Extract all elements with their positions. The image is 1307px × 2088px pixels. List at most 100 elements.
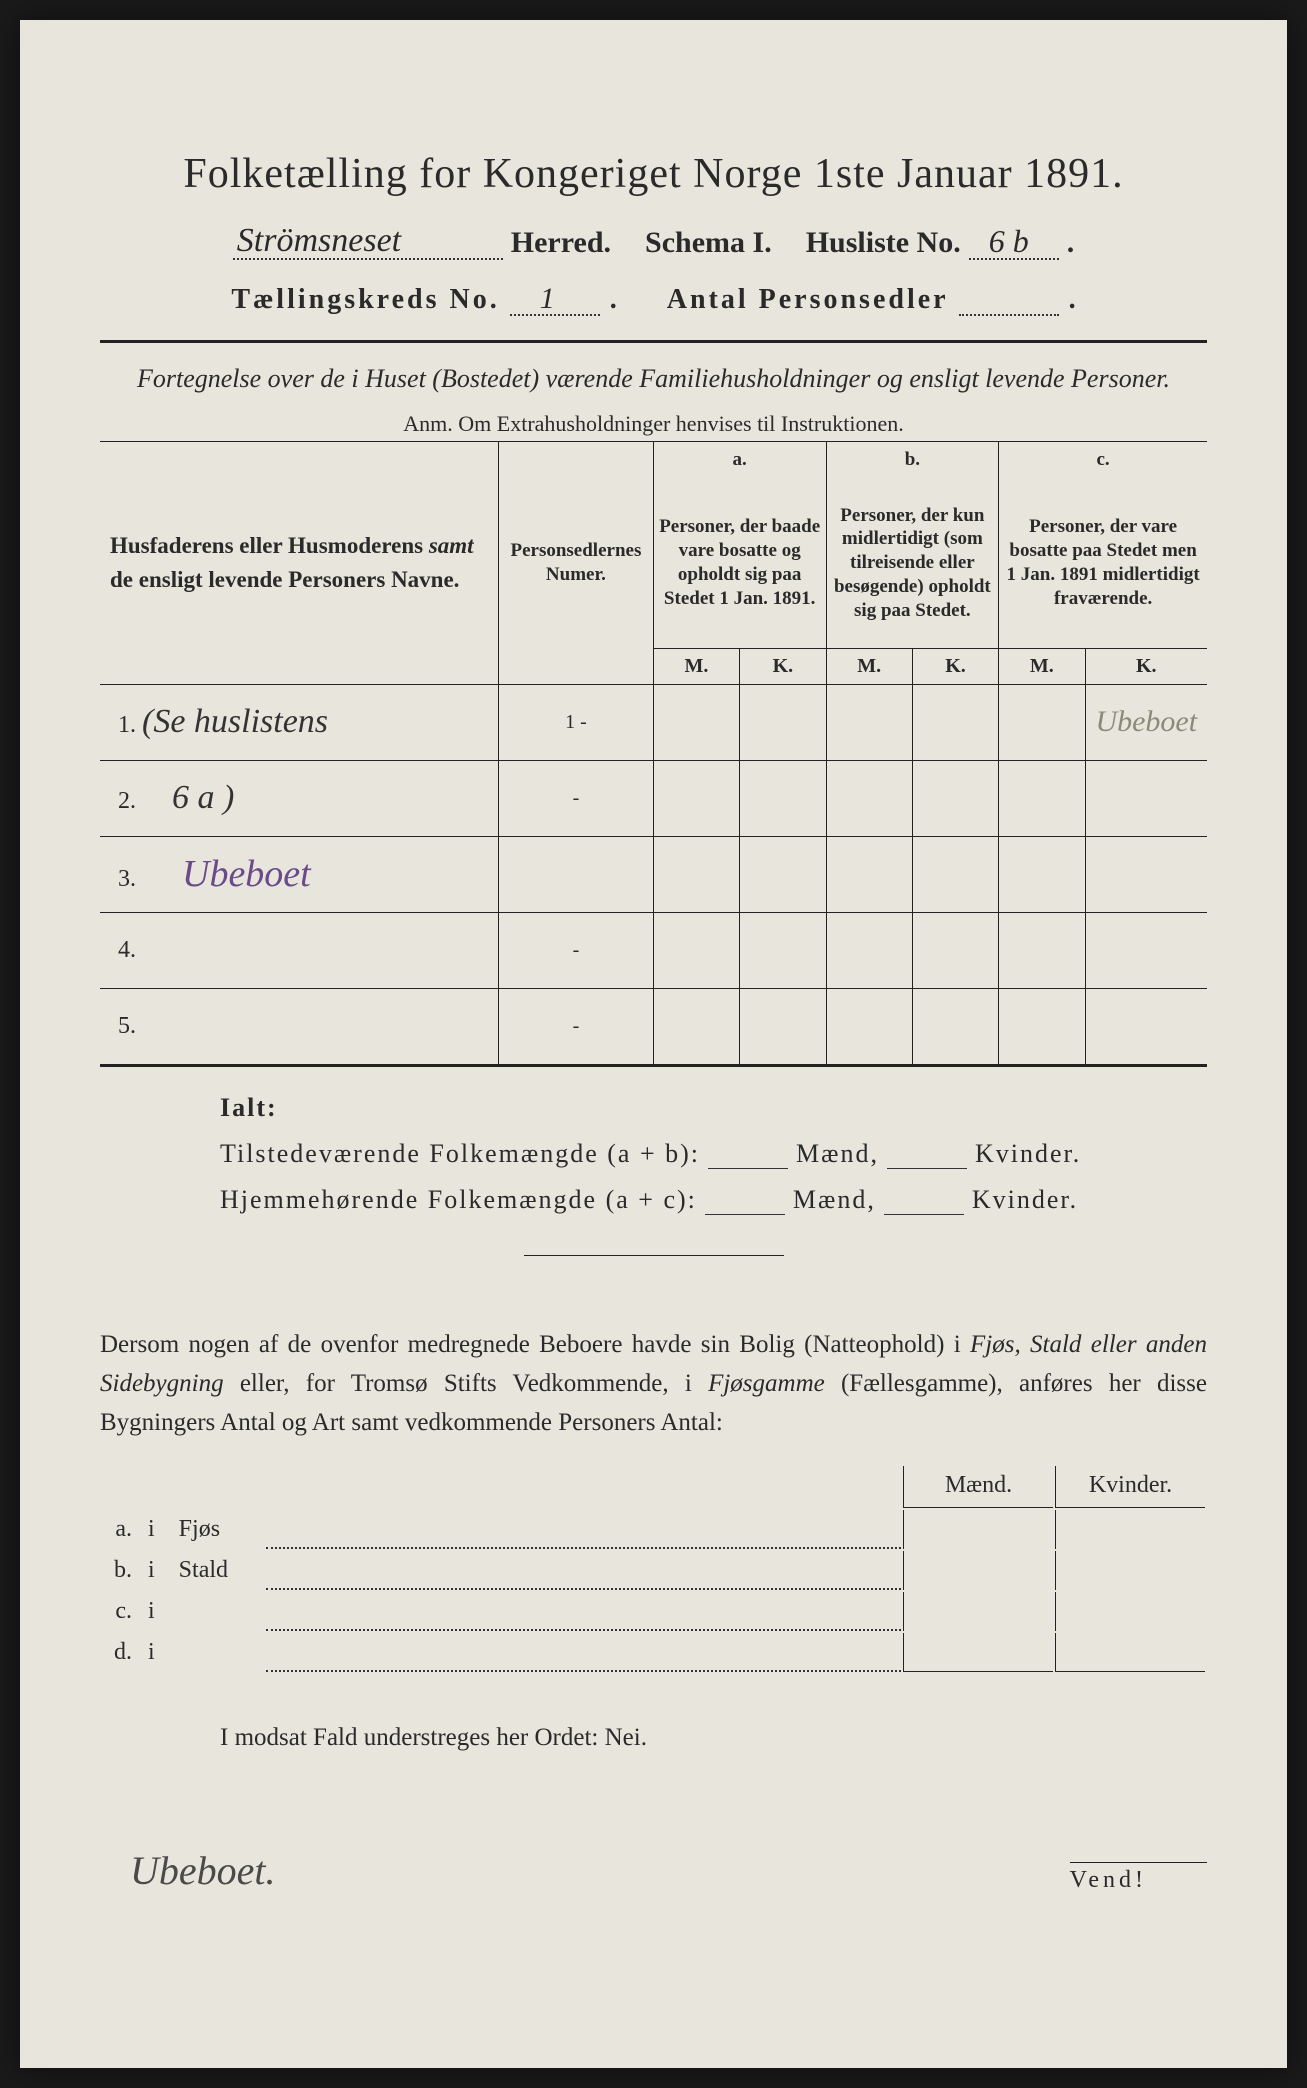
- kreds-handwriting: 1: [540, 282, 555, 316]
- bt-cell: [903, 1633, 1053, 1672]
- col-header-names: Husfaderens eller Husmoderens samt de en…: [100, 442, 499, 684]
- row-num: -: [499, 760, 654, 836]
- table-bottom-rule: [100, 1064, 1207, 1067]
- col-header-b: Personer, der kun midlertidigt (som tilr…: [826, 478, 999, 648]
- bt-a: a.: [102, 1510, 142, 1549]
- cell: [999, 836, 1085, 912]
- anm-text: Anm. Om Extrahusholdninger henvises til …: [100, 411, 1207, 437]
- page-title: Folketælling for Kongeriget Norge 1ste J…: [100, 150, 1207, 198]
- bt-maend: Mænd.: [903, 1466, 1053, 1508]
- tilstede-line: Tilstedeværende Folkemængde (a + b): Mæn…: [220, 1139, 1207, 1169]
- kvinder-field: [884, 1193, 964, 1215]
- kvinder-label: Kvinder.: [972, 1185, 1078, 1215]
- vend-label: Vend!: [1070, 1862, 1207, 1894]
- cell: [653, 836, 739, 912]
- cell: [999, 760, 1085, 836]
- maend-field: [708, 1147, 788, 1169]
- main-table: Husfaderens eller Husmoderens samt de en…: [100, 441, 1207, 1064]
- herred-line: Strömsneset Herred. Schema I. Husliste N…: [100, 226, 1207, 260]
- kvinder-label: Kvinder.: [975, 1139, 1081, 1169]
- row-name: 1. (Se huslistens: [100, 684, 499, 760]
- bt-dots: [266, 1551, 901, 1590]
- cell: [1085, 912, 1207, 988]
- bt-label: Stald: [179, 1557, 228, 1583]
- cell: [912, 988, 998, 1064]
- col-header-b-label: b.: [826, 442, 999, 478]
- cell: [653, 912, 739, 988]
- row-num: [499, 836, 654, 912]
- census-form-page: Folketælling for Kongeriget Norge 1ste J…: [20, 20, 1287, 2068]
- fortegnelse-text: Fortegnelse over de i Huset (Bostedet) v…: [100, 361, 1207, 397]
- row-name: 5.: [100, 988, 499, 1064]
- table-row: 4. -: [100, 912, 1207, 988]
- cell: [653, 988, 739, 1064]
- col-m: M.: [653, 648, 739, 684]
- ialt-block: Ialt: Tilstedeværende Folkemængde (a + b…: [100, 1093, 1207, 1215]
- bt-kvinder: Kvinder.: [1055, 1466, 1205, 1508]
- cell: [912, 760, 998, 836]
- cell: [826, 836, 912, 912]
- bt-a: c.: [102, 1592, 142, 1631]
- maend-field: [705, 1193, 785, 1215]
- col-header-numer: Personsedlernes Numer.: [499, 442, 654, 684]
- col-header-c: Personer, der vare bosatte paa Stedet me…: [999, 478, 1207, 648]
- col-k: K.: [1085, 648, 1207, 684]
- herred-handwriting: Strömsneset: [237, 222, 401, 260]
- cell: [912, 912, 998, 988]
- bt-dots: [266, 1510, 901, 1549]
- hjemme-label: Hjemmehørende Folkemængde (a + c):: [220, 1185, 697, 1215]
- cell: [826, 988, 912, 1064]
- table-row: 3. Ubeboet: [100, 836, 1207, 912]
- bt-cell: [1055, 1592, 1205, 1631]
- herred-field: Strömsneset: [233, 258, 503, 260]
- bt-cell: [903, 1592, 1053, 1631]
- table-row: 1. (Se huslistens 1 - Ubeboet: [100, 684, 1207, 760]
- kreds-field: 1: [510, 314, 600, 316]
- col-m: M.: [826, 648, 912, 684]
- maend-label: Mænd,: [793, 1185, 876, 1215]
- col-header-a-label: a.: [653, 442, 826, 478]
- cell: [1085, 760, 1207, 836]
- cell: [912, 684, 998, 760]
- kreds-line: Tællingskreds No. 1 . Antal Personsedler…: [100, 284, 1207, 316]
- bottom-row: a. i Fjøs: [102, 1510, 1205, 1549]
- mid-divider: [524, 1255, 784, 1256]
- bt-cell: [1055, 1510, 1205, 1549]
- cell: [826, 912, 912, 988]
- col-m: M.: [999, 648, 1085, 684]
- divider: [100, 340, 1207, 343]
- cell: [912, 836, 998, 912]
- husliste-label: Husliste No.: [806, 226, 961, 260]
- schema-label: Schema I.: [645, 226, 772, 260]
- table-row: 5. -: [100, 988, 1207, 1064]
- col-k: K.: [912, 648, 998, 684]
- cell: [740, 836, 826, 912]
- cell: [653, 760, 739, 836]
- husliste-field: 6 b: [969, 258, 1059, 260]
- row-handwriting: 6 a ): [142, 779, 234, 816]
- bottom-handwriting: Ubeboet.: [100, 1847, 276, 1894]
- cell: [1085, 836, 1207, 912]
- modsat-text: I modsat Fald understreges her Ordet: Ne…: [100, 1724, 1207, 1752]
- row-num: -: [499, 988, 654, 1064]
- bottom-table: Mænd. Kvinder. a. i Fjøs b. i Stald c. i…: [100, 1464, 1207, 1674]
- kreds-label: Tællingskreds No.: [231, 284, 499, 316]
- bottom-row: c. i: [102, 1592, 1205, 1631]
- bottom-header-row: Mænd. Kvinder.: [102, 1466, 1205, 1508]
- cell: [999, 684, 1085, 760]
- cell: [999, 988, 1085, 1064]
- row-name: 4.: [100, 912, 499, 988]
- bt-dots: [266, 1592, 901, 1631]
- dersom-paragraph: Dersom nogen af de ovenfor medregnede Be…: [100, 1326, 1207, 1442]
- col-header-a: Personer, der baade vare bosatte og opho…: [653, 478, 826, 648]
- row-handwriting: (Se huslistens: [142, 703, 328, 740]
- row-num: 1 -: [499, 684, 654, 760]
- col-k: K.: [740, 648, 826, 684]
- bt-dots: [266, 1633, 901, 1672]
- row-name: 2. 6 a ): [100, 760, 499, 836]
- cell: [740, 760, 826, 836]
- bt-a: d.: [102, 1633, 142, 1672]
- bt-cell: [1055, 1633, 1205, 1672]
- tilstede-label: Tilstedeværende Folkemængde (a + b):: [220, 1139, 700, 1169]
- herred-label: Herred.: [511, 226, 611, 260]
